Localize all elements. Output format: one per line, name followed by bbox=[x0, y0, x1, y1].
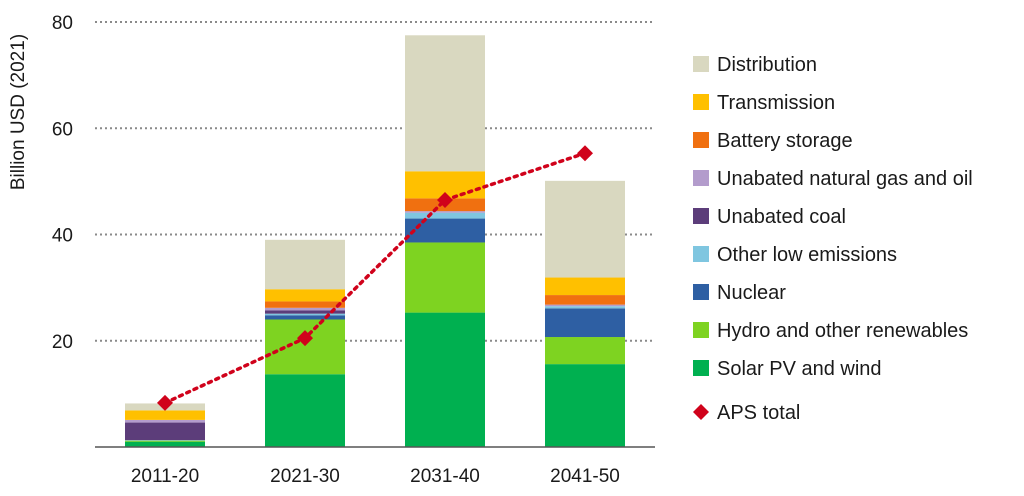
legend-label: Unabated natural gas and oil bbox=[717, 168, 973, 190]
legend-label: Hydro and other renewables bbox=[717, 320, 968, 342]
aps-total-line bbox=[157, 145, 593, 411]
bar-segment bbox=[125, 440, 205, 441]
legend-swatch bbox=[693, 322, 709, 338]
legend: Distribution Transmission Battery storage U… bbox=[693, 54, 973, 424]
legend-swatch bbox=[693, 284, 709, 300]
bar-segment bbox=[265, 374, 345, 447]
y-tick-label: 80 bbox=[52, 13, 73, 34]
aps-total-marker bbox=[577, 145, 593, 162]
x-tick-label: 2021-30 bbox=[270, 466, 340, 487]
bar-segment bbox=[545, 364, 625, 447]
bar-segment bbox=[265, 310, 345, 314]
bar-segment bbox=[545, 308, 625, 338]
y-axis-label: Billion USD (2021) bbox=[8, 34, 29, 190]
bar-segment bbox=[265, 239, 345, 290]
bar-segment bbox=[265, 307, 345, 311]
y-tick-label: 40 bbox=[52, 226, 73, 247]
legend-label: Battery storage bbox=[717, 130, 853, 152]
bars bbox=[125, 35, 625, 447]
legend-swatch bbox=[693, 56, 709, 72]
legend-label: APS total bbox=[717, 402, 800, 424]
bar-segment bbox=[125, 419, 205, 423]
legend-swatch bbox=[693, 94, 709, 110]
aps-total-polyline bbox=[163, 151, 587, 405]
bar-segment bbox=[405, 211, 485, 213]
legend-label: Nuclear bbox=[717, 282, 786, 304]
bar-segment bbox=[125, 410, 205, 420]
legend-swatch bbox=[693, 246, 709, 262]
legend-label: Distribution bbox=[717, 54, 817, 76]
legend-label: Transmission bbox=[717, 92, 835, 114]
bar-segment bbox=[265, 319, 345, 375]
bar-segment bbox=[545, 295, 625, 305]
bar-segment bbox=[265, 313, 345, 316]
bar-segment bbox=[545, 306, 625, 309]
bar-segment bbox=[545, 337, 625, 365]
y-tick-label: 60 bbox=[52, 119, 73, 140]
legend-swatch-aps bbox=[693, 404, 709, 420]
bar-segment bbox=[405, 312, 485, 447]
legend-swatch bbox=[693, 170, 709, 186]
y-tick-label: 20 bbox=[52, 332, 73, 353]
bar-segment bbox=[265, 301, 345, 308]
bar-segment bbox=[405, 35, 485, 172]
bar-segment bbox=[125, 441, 205, 447]
bar-segment bbox=[545, 304, 625, 307]
legend-label: Other low emissions bbox=[717, 244, 897, 266]
aps-total-marker bbox=[157, 394, 173, 411]
legend-swatch bbox=[693, 132, 709, 148]
x-tick-label: 2011-20 bbox=[131, 466, 199, 487]
legend-swatch bbox=[693, 208, 709, 224]
bar-segment bbox=[405, 212, 485, 219]
bar-segment bbox=[405, 242, 485, 313]
legend-swatch bbox=[693, 360, 709, 376]
bar-segment bbox=[545, 277, 625, 296]
legend-label: Unabated coal bbox=[717, 206, 846, 228]
x-tick-label: 2031-40 bbox=[410, 466, 480, 487]
bar-segment bbox=[265, 315, 345, 320]
bar-segment bbox=[125, 440, 205, 442]
bar-segment bbox=[545, 180, 625, 278]
bar-segment bbox=[265, 289, 345, 302]
axes: 2011-20 2021-30 2031-40 2041-50 bbox=[95, 446, 655, 487]
aps-total-marker bbox=[437, 191, 453, 208]
legend-label: Solar PV and wind bbox=[717, 358, 882, 380]
x-tick-label: 2041-50 bbox=[550, 466, 620, 487]
bar-segment bbox=[405, 218, 485, 243]
bar-segment bbox=[125, 422, 205, 441]
aps-total-marker bbox=[297, 330, 313, 347]
